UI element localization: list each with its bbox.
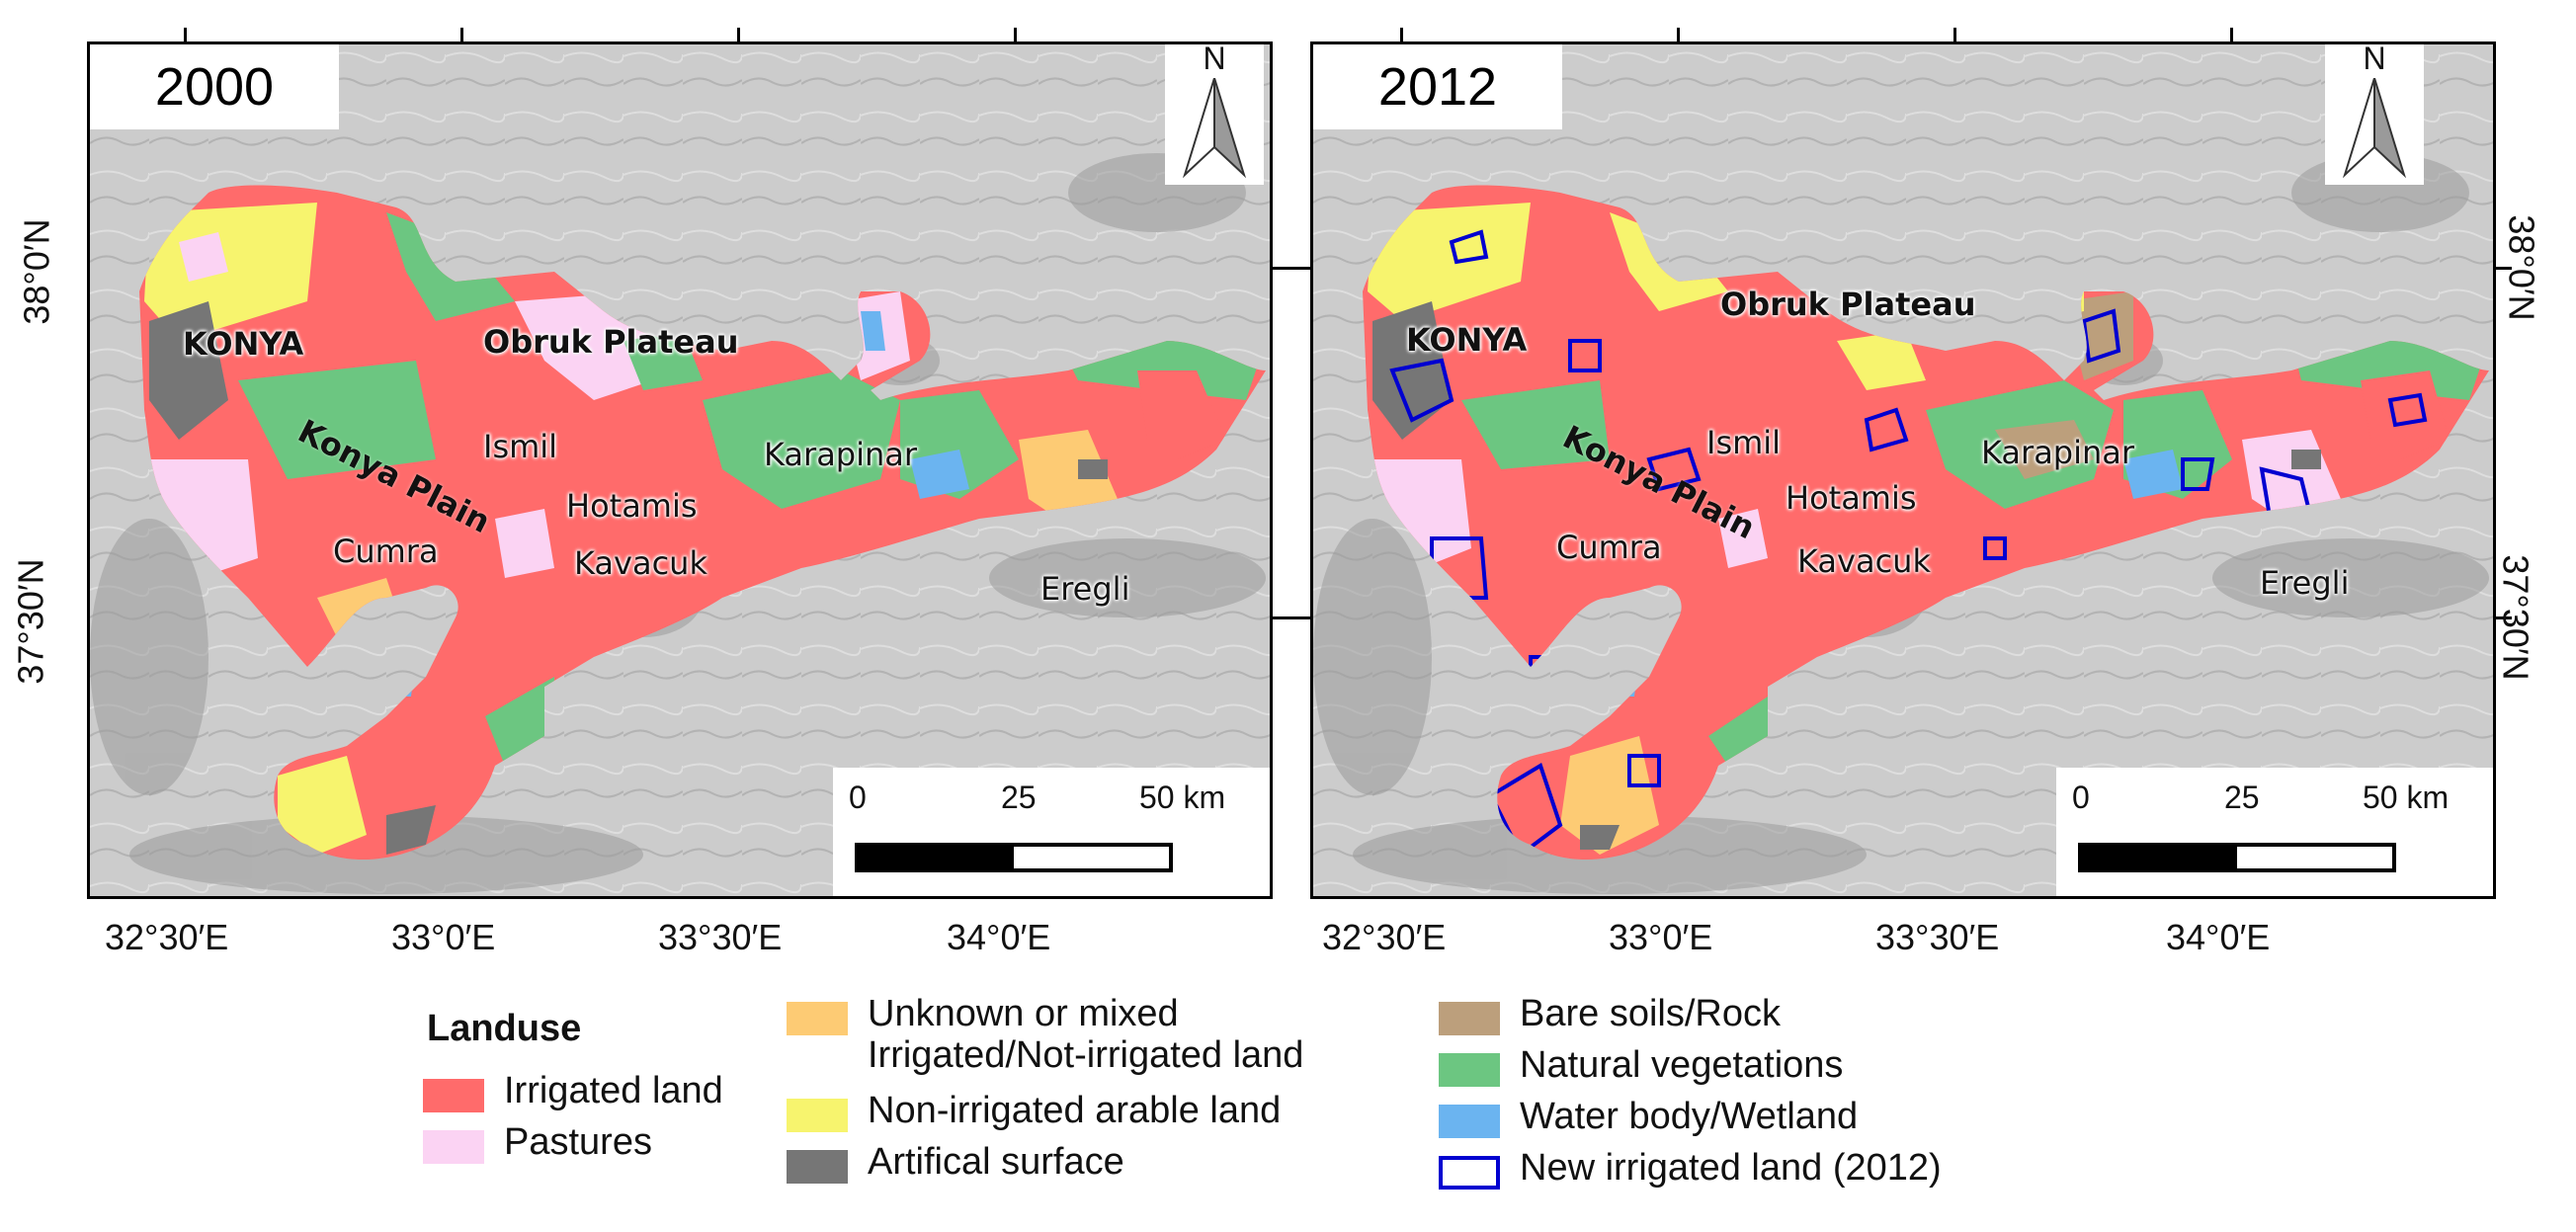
tick-side xyxy=(1273,616,1310,619)
scale-bar xyxy=(855,843,1173,872)
north-arrow-icon xyxy=(2343,78,2406,179)
lon-label: 32°30′E xyxy=(105,917,229,957)
legend-label: New irrigated land (2012) xyxy=(1520,1147,1942,1189)
tick-top xyxy=(1953,28,1956,43)
tick-top xyxy=(460,28,463,43)
tick-top xyxy=(1677,28,1680,43)
lat-label: 38°0′N xyxy=(16,218,57,325)
place-cumra: Cumra xyxy=(1556,529,1662,566)
legend-label: Artifical surface xyxy=(868,1141,1124,1183)
legend-swatch xyxy=(1439,1002,1500,1035)
lat-label: 37°30′N xyxy=(2495,554,2536,681)
scale-tick-0: 0 xyxy=(849,780,867,815)
tick-top xyxy=(2230,28,2233,43)
scale-tick-25: 25 xyxy=(1001,780,1037,815)
lon-label: 34°0′E xyxy=(2166,917,2271,957)
lat-label: 38°0′N xyxy=(2501,214,2542,321)
legend-label-line2: Irrigated/Not-irrigated land xyxy=(868,1034,1304,1076)
year-label: 2012 xyxy=(1313,44,1562,129)
legend-swatch xyxy=(1439,1156,1500,1190)
place-konya: KONYA xyxy=(1406,321,1528,359)
place-eregli: Eregli xyxy=(1040,570,1130,608)
place-obruk-plateau: Obruk Plateau xyxy=(1720,286,1976,323)
place-eregli: Eregli xyxy=(2260,564,2350,602)
legend-swatch xyxy=(423,1130,484,1164)
legend-swatch xyxy=(1439,1053,1500,1087)
lon-label: 33°0′E xyxy=(391,917,496,957)
legend-label: Non-irrigated arable land xyxy=(868,1090,1282,1131)
place-karapinar: Karapinar xyxy=(1981,434,2135,471)
place-ismil: Ismil xyxy=(1706,424,1782,461)
place-konya: KONYA xyxy=(183,325,304,363)
place-ismil: Ismil xyxy=(483,428,558,465)
year-label: 2000 xyxy=(90,44,339,129)
lon-label: 32°30′E xyxy=(1322,917,1447,957)
scale-tick-50: 50 km xyxy=(2363,780,2450,815)
legend-label: Unknown or mixed xyxy=(868,993,1179,1034)
legend-swatch xyxy=(1439,1105,1500,1138)
scale-tick-50: 50 km xyxy=(1139,780,1226,815)
place-hotamis: Hotamis xyxy=(566,487,698,525)
scale-bar-box: 0 25 50 km xyxy=(2056,768,2493,896)
legend-label: Irrigated land xyxy=(504,1070,723,1111)
tick-top xyxy=(1400,28,1403,43)
place-cumra: Cumra xyxy=(333,533,439,570)
north-arrow-icon xyxy=(1183,78,1246,179)
lon-label: 33°0′E xyxy=(1609,917,1713,957)
north-arrow: N xyxy=(2325,44,2424,185)
place-obruk-plateau: Obruk Plateau xyxy=(483,323,739,361)
lon-label: 33°30′E xyxy=(1875,917,2000,957)
legend-swatch xyxy=(787,1002,848,1035)
tick-top xyxy=(1014,28,1017,43)
legend-label: Bare soils/Rock xyxy=(1520,993,1781,1034)
landuse-map-2012 xyxy=(1313,44,2493,896)
lon-label: 34°0′E xyxy=(947,917,1051,957)
tick-side xyxy=(2496,616,2512,619)
lon-label: 33°30′E xyxy=(658,917,783,957)
tick-side xyxy=(2496,267,2512,270)
lat-label: 37°30′N xyxy=(10,558,51,685)
legend-label: Natural vegetations xyxy=(1520,1044,1844,1086)
landuse-map-2000 xyxy=(90,44,1270,896)
legend-label: Water body/Wetland xyxy=(1520,1096,1859,1137)
north-label: N xyxy=(1203,41,1226,76)
tick-side xyxy=(1273,267,1310,270)
legend-swatch xyxy=(423,1079,484,1112)
place-karapinar: Karapinar xyxy=(764,436,918,473)
scale-bar xyxy=(2078,843,2396,872)
place-kavacuk: Kavacuk xyxy=(1797,542,1931,580)
legend-label: Pastures xyxy=(504,1121,652,1163)
scale-tick-25: 25 xyxy=(2224,780,2260,815)
place-hotamis: Hotamis xyxy=(1786,479,1917,517)
legend-swatch xyxy=(787,1099,848,1132)
map-panel-2012: 2012 N 0 25 50 km KONYA Obruk Plateau Ko… xyxy=(1310,41,2496,899)
map-panel-2000: 2000 N 0 25 50 km KONYA Obruk Plateau Ko… xyxy=(87,41,1273,899)
tick-top xyxy=(184,28,187,43)
north-label: N xyxy=(2363,41,2386,76)
scale-tick-0: 0 xyxy=(2072,780,2090,815)
legend-swatch xyxy=(787,1150,848,1184)
north-arrow: N xyxy=(1165,44,1264,185)
tick-top xyxy=(737,28,740,43)
scale-bar-box: 0 25 50 km xyxy=(833,768,1270,896)
place-kavacuk: Kavacuk xyxy=(574,544,707,582)
legend-title: Landuse xyxy=(427,1008,582,1049)
